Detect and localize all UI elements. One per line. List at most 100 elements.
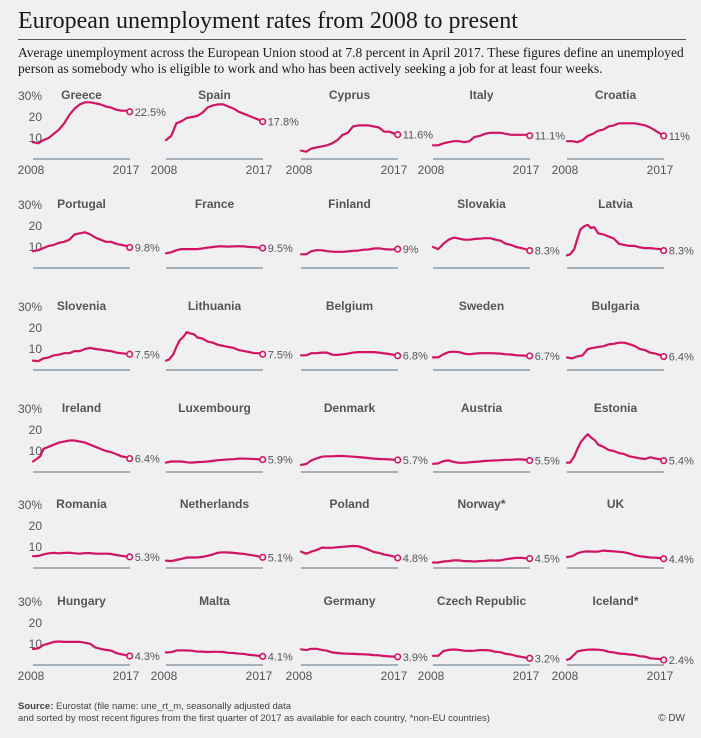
series-line — [565, 549, 665, 560]
panel-title: Cyprus — [329, 88, 371, 102]
panel-title: Netherlands — [180, 497, 250, 511]
end-value-label: 9% — [403, 244, 419, 256]
panel-title: Norway* — [457, 497, 505, 511]
panel-title: Latvia — [598, 197, 633, 211]
x-tick-label-end: 2017 — [246, 163, 273, 177]
end-point-marker — [259, 244, 267, 252]
end-point-marker — [394, 245, 402, 253]
panel-title: Sweden — [459, 299, 504, 313]
end-value-label: 6.4% — [669, 352, 694, 364]
end-point-marker — [660, 457, 668, 465]
end-point-marker — [126, 652, 134, 660]
series-line — [431, 458, 531, 465]
end-point-marker — [526, 654, 534, 662]
end-point-marker — [259, 652, 267, 660]
series-line — [565, 648, 665, 662]
panel-title: Slovenia — [57, 299, 107, 313]
x-tick-label-start: 2008 — [286, 669, 313, 683]
panel-title: Czech Republic — [437, 594, 527, 608]
panel-title: Hungary — [57, 594, 106, 608]
end-point-marker — [660, 352, 668, 361]
y-tick-label: 20 — [29, 519, 43, 533]
x-tick-label-end: 2017 — [647, 669, 674, 683]
series-line — [565, 122, 665, 144]
end-value-label: 6.8% — [403, 351, 428, 363]
y-tick-label: 30% — [18, 300, 42, 314]
x-tick-label-start: 2008 — [151, 669, 178, 683]
end-point-marker — [259, 350, 267, 358]
end-point-marker — [526, 132, 534, 140]
series-line — [431, 350, 531, 359]
series-line — [299, 247, 399, 256]
end-value-label: 3.2% — [535, 653, 560, 665]
y-tick-label: 10 — [29, 540, 43, 554]
end-value-label: 5.1% — [268, 552, 293, 564]
end-value-label: 11.1% — [535, 131, 566, 143]
end-value-label: 6.4% — [135, 454, 160, 466]
x-tick-label-end: 2017 — [246, 669, 273, 683]
x-tick-label-end: 2017 — [513, 669, 540, 683]
y-tick-label: 20 — [29, 616, 43, 630]
panel-title: Italy — [469, 88, 493, 102]
series-line — [164, 331, 264, 362]
panel-title: Belgium — [326, 299, 373, 313]
series-line — [299, 124, 399, 153]
end-value-label: 2.4% — [669, 655, 694, 667]
end-point-marker — [394, 554, 402, 562]
end-point-marker — [126, 454, 134, 463]
panel-title: Finland — [328, 197, 371, 211]
end-value-label: 4.8% — [403, 553, 428, 565]
series-line — [164, 457, 264, 464]
end-point-marker — [259, 456, 267, 464]
series-line — [299, 647, 399, 658]
y-tick-label: 30% — [18, 595, 42, 609]
end-value-label: 5.7% — [403, 455, 428, 467]
x-tick-label-start: 2008 — [18, 669, 45, 683]
end-point-marker — [394, 653, 402, 661]
y-tick-label: 20 — [29, 321, 43, 335]
end-point-marker — [660, 555, 668, 563]
title-divider — [18, 39, 686, 40]
panel-title: Spain — [198, 88, 231, 102]
end-value-label: 17.8% — [268, 117, 299, 129]
series-line — [31, 640, 131, 658]
end-point-marker — [660, 132, 668, 140]
panel-title: UK — [607, 497, 625, 511]
panel-title: Malta — [199, 594, 230, 608]
x-tick-label-start: 2008 — [418, 163, 445, 177]
series-line — [299, 544, 399, 560]
end-value-label: 4.4% — [669, 554, 694, 566]
end-value-label: 3.9% — [403, 652, 428, 664]
end-point-marker — [526, 246, 534, 255]
series-line — [565, 433, 665, 464]
end-point-marker — [126, 108, 134, 116]
end-point-marker — [660, 656, 668, 664]
end-value-label: 22.5% — [135, 107, 166, 119]
source-note: Source: Eurostat (file name: une_rt_m, s… — [18, 701, 490, 725]
y-tick-label: 20 — [29, 423, 43, 437]
series-line — [299, 454, 399, 466]
source-label: Source: — [18, 701, 54, 712]
series-line — [164, 103, 264, 142]
end-point-marker — [259, 118, 267, 126]
end-point-marker — [259, 553, 267, 561]
x-tick-label-end: 2017 — [113, 163, 140, 177]
y-tick-label: 10 — [29, 131, 43, 145]
end-value-label: 7.5% — [135, 349, 160, 361]
panel-title: Iceland* — [592, 594, 638, 608]
y-tick-label: 30% — [18, 198, 42, 212]
y-tick-label: 30% — [18, 498, 42, 512]
end-point-marker — [526, 456, 534, 465]
end-value-label: 4.3% — [135, 651, 160, 663]
panel-title: Poland — [329, 497, 369, 511]
series-line — [431, 556, 531, 564]
source-text: Eurostat (file name: une_rt_m, seasonall… — [53, 701, 292, 712]
end-point-marker — [126, 553, 134, 561]
x-tick-label-end: 2017 — [113, 669, 140, 683]
end-value-label: 9.5% — [268, 243, 293, 255]
series-line — [31, 551, 131, 559]
panel-title: Portugal — [57, 197, 106, 211]
end-point-marker — [394, 352, 402, 360]
panel-title: Luxembourg — [178, 401, 251, 415]
end-value-label: 6.7% — [535, 351, 560, 363]
